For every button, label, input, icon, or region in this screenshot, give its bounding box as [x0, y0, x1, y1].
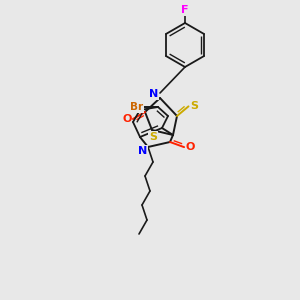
Text: N: N	[138, 146, 148, 156]
Text: S: S	[149, 132, 157, 142]
Text: F: F	[181, 5, 189, 15]
Text: O: O	[122, 114, 132, 124]
Text: Br: Br	[130, 102, 144, 112]
Text: O: O	[185, 142, 195, 152]
Text: N: N	[149, 89, 159, 99]
Text: S: S	[190, 101, 199, 111]
